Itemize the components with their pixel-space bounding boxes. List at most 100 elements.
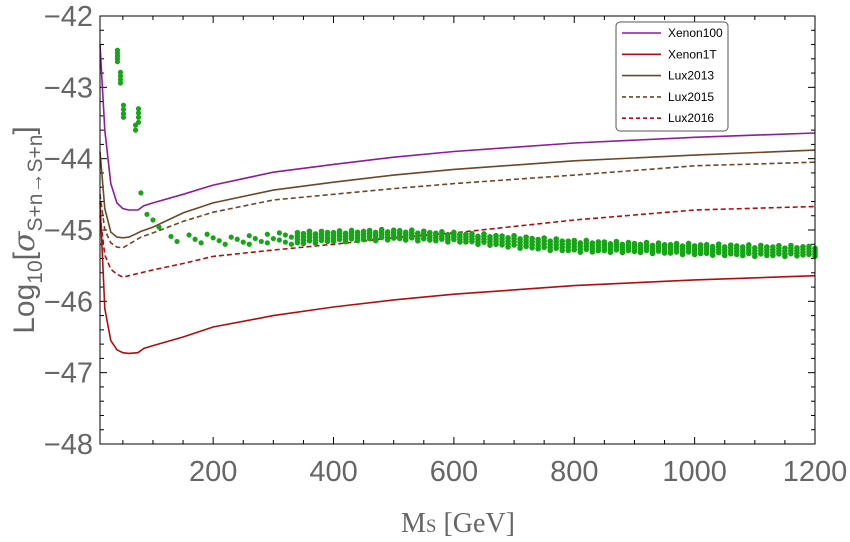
data-point xyxy=(264,240,270,246)
data-point xyxy=(174,238,180,245)
data-point xyxy=(752,245,758,251)
x-tick-label: 400 xyxy=(309,456,357,488)
data-point xyxy=(667,241,674,248)
data-point xyxy=(120,106,127,113)
data-point xyxy=(559,238,566,244)
data-point xyxy=(727,242,734,248)
x-tick-label: 600 xyxy=(430,456,478,488)
data-point xyxy=(782,245,788,251)
data-point xyxy=(595,239,602,245)
data-point xyxy=(210,235,216,241)
data-point xyxy=(806,243,812,250)
data-point xyxy=(433,230,439,237)
data-point xyxy=(117,69,124,75)
data-point xyxy=(135,110,142,116)
data-point xyxy=(511,232,517,239)
data-point xyxy=(150,217,156,223)
scatter-points xyxy=(114,47,818,260)
data-point xyxy=(294,229,301,236)
data-point xyxy=(288,234,294,240)
data-point xyxy=(673,240,680,247)
data-point xyxy=(114,59,121,65)
data-point xyxy=(117,76,124,83)
data-point xyxy=(216,238,222,244)
data-point xyxy=(505,235,511,241)
data-point xyxy=(589,240,596,246)
data-point xyxy=(402,229,409,236)
series-line-xenon1t xyxy=(99,201,816,355)
series-line-lux2013 xyxy=(99,149,816,239)
data-point xyxy=(132,127,139,133)
data-point xyxy=(420,228,427,235)
data-point xyxy=(625,239,632,246)
data-point xyxy=(607,241,614,247)
data-point xyxy=(619,241,626,248)
data-point xyxy=(451,229,457,236)
data-point xyxy=(475,233,481,240)
data-point xyxy=(246,241,252,247)
data-point xyxy=(601,239,608,245)
tick-labels: 200 400 600 800 1000 1200 −48 −47 −46 −45 −44 −43 −4… xyxy=(44,1,847,488)
x-tick-label: 800 xyxy=(550,456,598,488)
data-point xyxy=(733,243,740,249)
data-point xyxy=(427,229,433,236)
x-tick-label: 1000 xyxy=(662,456,727,488)
data-point xyxy=(643,239,650,246)
y-tick-label: −45 xyxy=(44,215,93,247)
data-point xyxy=(120,102,127,108)
data-point xyxy=(228,234,234,240)
data-point xyxy=(186,232,192,238)
data-point xyxy=(354,229,361,236)
data-point xyxy=(135,114,142,120)
data-point xyxy=(360,228,367,235)
data-point xyxy=(583,237,590,244)
series-line-lux2016 xyxy=(99,205,816,278)
data-point xyxy=(691,243,698,249)
data-point xyxy=(776,242,782,249)
data-point xyxy=(234,236,240,242)
legend-label: Lux2016 xyxy=(668,111,714,125)
data-point xyxy=(739,244,746,250)
data-point xyxy=(396,227,403,234)
legend-label: Xenon100 xyxy=(668,26,723,40)
data-point xyxy=(697,242,704,248)
y-tick-label: −43 xyxy=(44,72,93,104)
data-point xyxy=(168,233,174,240)
data-point xyxy=(144,211,150,217)
data-point xyxy=(306,228,313,235)
data-point xyxy=(517,236,523,242)
data-point xyxy=(120,114,127,120)
y-tick-label: −46 xyxy=(44,286,93,318)
data-point xyxy=(414,230,421,237)
data-point xyxy=(800,244,806,250)
data-point xyxy=(679,243,686,249)
data-point xyxy=(685,240,692,247)
data-point xyxy=(745,242,752,248)
data-point xyxy=(565,238,572,244)
data-point xyxy=(637,241,644,248)
data-point xyxy=(649,242,656,249)
legend: Xenon100 Xenon1T Lux2013 Lux2015 Lux2016 xyxy=(615,21,729,132)
data-point xyxy=(703,241,710,248)
legend-label: Lux2013 xyxy=(668,69,714,83)
data-point xyxy=(222,241,228,247)
data-point xyxy=(282,232,288,238)
data-point xyxy=(499,233,505,239)
data-point xyxy=(366,227,373,234)
data-point xyxy=(312,231,319,237)
y-axis-label: Log10[σS+n→S+n] xyxy=(7,126,47,334)
data-point xyxy=(246,233,252,239)
data-point xyxy=(117,73,124,79)
data-point xyxy=(445,231,451,238)
data-point xyxy=(120,111,127,117)
data-point xyxy=(487,233,493,240)
x-tick-label: 200 xyxy=(189,456,237,488)
data-point xyxy=(270,235,276,242)
data-point xyxy=(715,241,722,247)
legend-box xyxy=(615,21,729,132)
data-point xyxy=(252,235,258,242)
series-line-lux2015 xyxy=(99,161,816,249)
data-point xyxy=(348,227,355,234)
y-tick-label: −47 xyxy=(44,358,93,390)
